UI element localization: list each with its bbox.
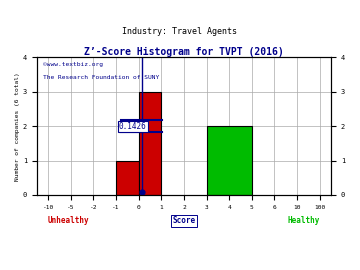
Text: Healthy: Healthy xyxy=(287,216,320,225)
Text: Unhealthy: Unhealthy xyxy=(48,216,90,225)
Text: 0.1426: 0.1426 xyxy=(119,122,147,131)
Text: Industry: Travel Agents: Industry: Travel Agents xyxy=(122,26,238,36)
Text: Score: Score xyxy=(172,216,195,225)
Bar xyxy=(207,126,252,195)
Title: Z’-Score Histogram for TVPT (2016): Z’-Score Histogram for TVPT (2016) xyxy=(84,48,284,58)
Text: The Research Foundation of SUNY: The Research Foundation of SUNY xyxy=(42,75,159,80)
Bar xyxy=(139,92,161,195)
Y-axis label: Number of companies (6 total): Number of companies (6 total) xyxy=(15,72,20,181)
Text: ©www.textbiz.org: ©www.textbiz.org xyxy=(42,62,103,66)
Bar xyxy=(116,160,139,195)
